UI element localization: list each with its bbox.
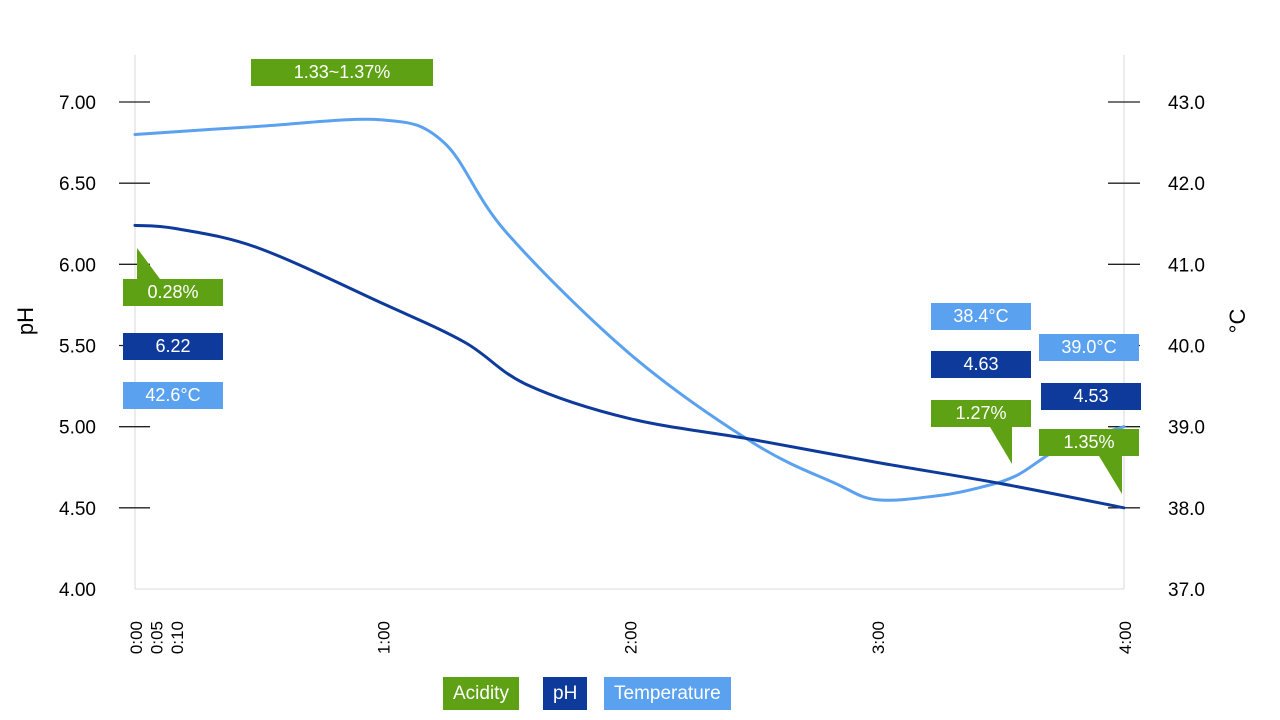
y-right-tick-label: 43.0 <box>1168 93 1205 114</box>
annotation-temperature-42-6: 42.6°C <box>123 382 223 409</box>
annotation-acidity-1-35: 1.35% <box>1039 429 1139 456</box>
legend-item-acidity: Acidity <box>443 677 519 710</box>
callout-pointer-1-35 <box>1099 456 1122 494</box>
annotation-temperature-39-0: 39.0°C <box>1039 334 1139 361</box>
callout-pointer-1-27 <box>990 427 1012 464</box>
series-line-ph <box>133 223 1126 510</box>
annotation-ph-4-53: 4.53 <box>1041 383 1141 410</box>
x-tick-label: 0:10 <box>168 621 187 654</box>
x-tick-label: 0:00 <box>127 621 146 654</box>
legend-item-ph: pH <box>543 677 588 710</box>
y-left-tick-label: 5.50 <box>59 337 96 358</box>
annotation-temperature-38-4: 38.4°C <box>931 303 1031 330</box>
annotation-acidity-1-33-1-37: 1.33~1.37% <box>251 59 433 86</box>
series-lines <box>133 117 1126 510</box>
legend-item-temperature: Temperature <box>604 677 731 710</box>
callout-pointer-0-28 <box>137 248 160 279</box>
y-right-tick-label: 37.0 <box>1168 580 1205 601</box>
y-left-tick-label: 5.00 <box>59 418 96 439</box>
y-left-tick-label: 7.00 <box>59 93 96 114</box>
y-left-tick-label: 6.00 <box>59 255 96 276</box>
callout-pointers <box>137 248 1122 494</box>
x-tick-label: 0:05 <box>148 621 167 654</box>
x-tick-label: 3:00 <box>869 621 888 654</box>
y-right-tick-label: 39.0 <box>1168 418 1205 439</box>
y-right-tick-label: 42.0 <box>1168 174 1205 195</box>
y-left-tick-label: 4.00 <box>59 580 96 601</box>
y-right-tick-label: 41.0 <box>1168 255 1205 276</box>
x-tick-label: 1:00 <box>374 621 393 654</box>
y-right-tick-label: 40.0 <box>1168 337 1205 358</box>
annotation-ph-6-22: 6.22 <box>123 333 223 360</box>
y-left-tick-label: 4.50 <box>59 499 96 520</box>
x-tick-label: 4:00 <box>1116 621 1135 654</box>
annotation-acidity-0-28: 0.28% <box>123 279 223 306</box>
y-axis-right-title: °C <box>1225 309 1250 334</box>
annotation-ph-4-63: 4.63 <box>931 351 1031 378</box>
y-axis-left-title: pH <box>13 307 38 335</box>
y-left-tick-label: 6.50 <box>59 174 96 195</box>
x-tick-label: 2:00 <box>622 621 641 654</box>
y-right-tick-label: 38.0 <box>1168 499 1205 520</box>
annotation-acidity-1-27: 1.27% <box>931 400 1031 427</box>
